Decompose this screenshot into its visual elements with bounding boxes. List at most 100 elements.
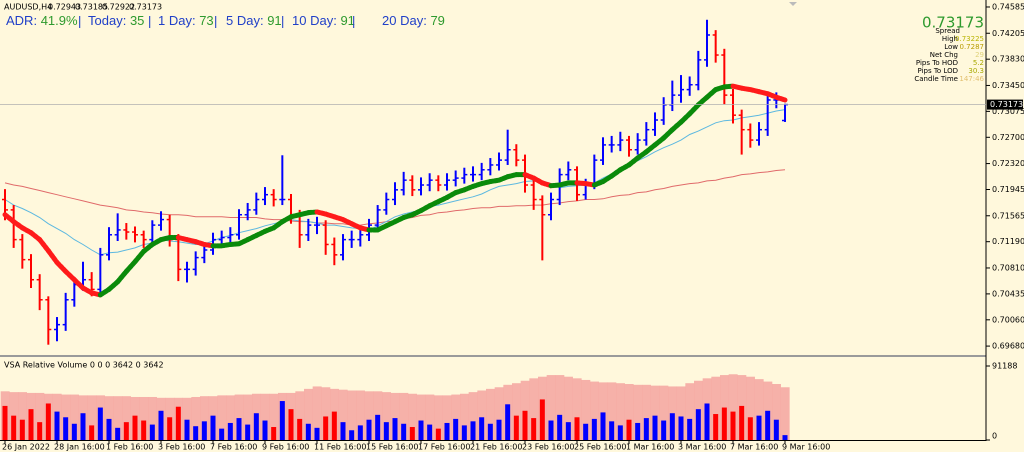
volume-bar xyxy=(453,418,459,440)
x-tick-label: 11 Feb 16:00 xyxy=(314,443,366,452)
volume-bar xyxy=(401,423,407,440)
x-tick-label: 17 Feb 16:00 xyxy=(418,443,470,452)
volume-bar xyxy=(591,418,597,440)
stat: 5 Day: 91 xyxy=(226,13,282,28)
y-tick-label: 0.69680 xyxy=(992,342,1024,351)
volume-bar xyxy=(28,409,34,440)
volume-bar xyxy=(366,419,372,440)
volume-bar xyxy=(513,415,519,440)
volume-band xyxy=(356,390,365,440)
volume-band xyxy=(269,393,279,440)
x-tick-label: 15 Feb 16:00 xyxy=(366,443,418,452)
volume-band xyxy=(217,395,227,440)
volume-band xyxy=(572,378,582,440)
x-tick-label: 9 Feb 16:00 xyxy=(262,443,309,452)
volume-bar xyxy=(201,421,207,440)
volume-band xyxy=(659,385,669,440)
stat-value: 73 xyxy=(199,13,213,28)
volume-bar xyxy=(175,406,181,440)
volume-band xyxy=(520,380,530,440)
x-tick-label: 9 Mar 16:00 xyxy=(782,443,830,452)
y-tick-label: 0.71945 xyxy=(992,185,1024,194)
x-tick-label: 28 Jan 16:00 xyxy=(54,443,105,452)
header-high: 0.73185 xyxy=(75,3,108,12)
stat-value: 91 xyxy=(267,13,281,28)
volume-band xyxy=(321,387,331,440)
volume-band xyxy=(494,387,504,440)
stat-label: 1 Day: xyxy=(158,13,196,28)
volume-bar xyxy=(609,421,615,440)
volume-bar xyxy=(418,420,424,440)
volume-bar xyxy=(89,425,95,440)
stat-separator: | xyxy=(352,13,355,28)
volume-bar xyxy=(773,419,779,440)
volume-band xyxy=(590,381,599,440)
y-tick-label: 0.71190 xyxy=(992,237,1024,246)
volume-bar xyxy=(548,420,554,440)
volume-bar xyxy=(747,417,753,440)
x-tick-label: 7 Mar 16:00 xyxy=(730,443,778,452)
volume-bar xyxy=(305,423,311,440)
volume-bar xyxy=(236,418,242,440)
volume-band xyxy=(468,392,478,440)
volume-title: VSA Relative Volume 0 0 0 3642 0 3642 xyxy=(4,361,164,370)
volume-band xyxy=(382,392,391,440)
volume-band xyxy=(295,391,305,440)
y-tick-label: 0.70435 xyxy=(992,289,1024,298)
info-value: 147:46 xyxy=(959,75,984,83)
volume-band xyxy=(529,378,539,440)
volume-bar xyxy=(643,418,649,440)
y-tick-label: 0.74205 xyxy=(992,29,1024,38)
info-label: Pips To LOD xyxy=(918,67,958,75)
x-tick-label: 3 Mar 16:00 xyxy=(678,443,726,452)
volume-band xyxy=(338,389,348,440)
volume-bar xyxy=(635,422,641,440)
volume-band xyxy=(616,383,625,440)
volume-bar xyxy=(505,404,511,440)
header-open: 0.72943 xyxy=(48,3,81,12)
volume-bar xyxy=(687,418,693,440)
stat: Today: 35 xyxy=(88,13,144,28)
volume-band xyxy=(425,394,435,440)
volume-band xyxy=(546,375,556,440)
volume-bar xyxy=(392,418,398,440)
y-tick-label: 0.73450 xyxy=(992,81,1024,90)
y-tick-label: 0.70810 xyxy=(992,263,1024,272)
volume-band xyxy=(399,392,409,440)
volume-bar xyxy=(279,401,285,440)
volume-bar xyxy=(539,399,545,440)
volume-band xyxy=(347,390,357,440)
volume-bar xyxy=(245,424,251,440)
volume-bar xyxy=(141,420,147,440)
header-low: 0.72922 xyxy=(102,3,135,12)
volume-band xyxy=(772,384,781,440)
volume-bar xyxy=(219,428,225,440)
symbol: AUDUSD,H4 xyxy=(4,3,52,12)
volume-band xyxy=(512,383,521,440)
volume-bar xyxy=(323,416,329,440)
stat-separator: | xyxy=(78,13,81,28)
info-label: Low xyxy=(944,43,958,51)
volume-band xyxy=(564,376,573,440)
stat: 10 Day: 91 xyxy=(292,13,355,28)
volume-bar xyxy=(123,422,129,440)
info-label: Candle Time xyxy=(914,75,958,83)
volume-band xyxy=(260,393,270,440)
volume-band xyxy=(70,394,79,440)
volume-bar xyxy=(704,403,710,440)
stat-separator: | xyxy=(148,13,151,28)
x-tick-label: 21 Feb 16:00 xyxy=(470,443,522,452)
x-tick-label: 3 Feb 16:00 xyxy=(158,443,205,452)
stat-value: 35 xyxy=(130,13,144,28)
stat-label: 5 Day: xyxy=(226,13,264,28)
volume-band xyxy=(408,393,417,440)
volume-bar xyxy=(210,415,216,440)
volume-bar xyxy=(262,420,268,440)
stat: 20 Day: 79 xyxy=(382,13,445,28)
y-tick-label: 0.73830 xyxy=(992,55,1024,64)
volume-band xyxy=(416,394,426,440)
volume-bar xyxy=(54,411,60,440)
stat-separator: | xyxy=(281,13,284,28)
y-tick-label: 0.72700 xyxy=(992,133,1024,142)
